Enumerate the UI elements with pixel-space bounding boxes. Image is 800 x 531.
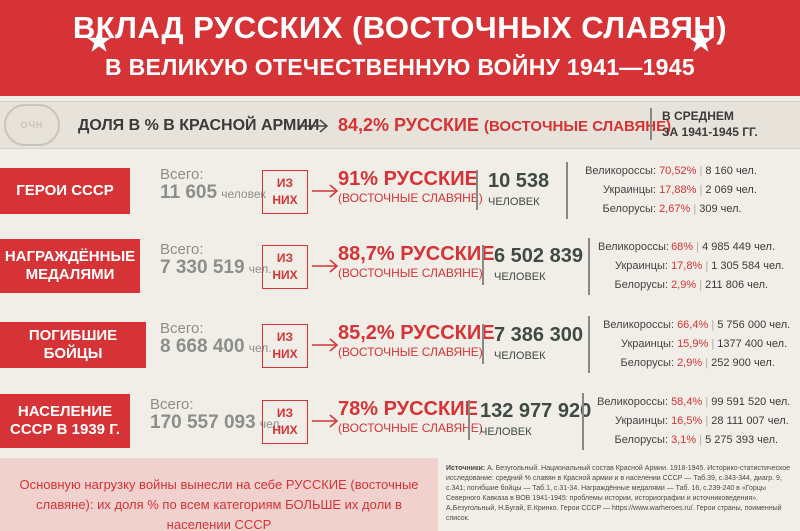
result-block: 88,7% РУССКИЕ (ВОСТОЧНЫЕ СЛАВЯНЕ)	[338, 243, 495, 280]
total-block: Всего: 7 330 519 чел.	[160, 241, 272, 278]
ethnic-line: Украинцы: 17,88% | 2 069 чел.	[602, 184, 757, 196]
red-army-share-label: ДОЛЯ В % В КРАСНОЙ АРМИИ	[78, 117, 320, 134]
ethnic-line: Белорусы: 3,1% | 5 275 393 чел.	[614, 434, 779, 446]
arrow-right-icon	[312, 184, 339, 198]
ethnic-line: Украинцы: 17,8% | 1 305 584 чел.	[614, 260, 785, 272]
ethnic-line: Белорусы: 2,9% | 252 900 чел.	[620, 357, 775, 369]
red-army-share-value: 84,2% РУССКИЕ (ВОСТОЧНЫЕ СЛАВЯНЕ)	[338, 115, 672, 135]
arrow-right-icon	[298, 119, 329, 133]
result-block: 85,2% РУССКИЕ (ВОСТОЧНЫЕ СЛАВЯНЕ)	[338, 322, 495, 359]
ethnic-breakdown: Великороссы: 58,4% | 99 591 520 чел. Укр…	[582, 393, 790, 450]
category-label: НАСЕЛЕНИЕ СССР В 1939 Г.	[0, 394, 130, 448]
conclusion-text: Основную нагрузку войны вынесли на себе …	[19, 477, 419, 531]
ethnic-line: Великороссы: 70,52% | 8 160 чел.	[585, 165, 757, 177]
total-block: Всего: 170 557 093 чел.	[150, 396, 283, 433]
ethnic-line: Великороссы: 58,4% | 99 591 520 чел.	[597, 396, 791, 408]
sources-note: Источники: А. Безугольный. Национальный …	[446, 465, 791, 522]
arrow-right-icon	[312, 414, 339, 428]
count-block: 10 538 ЧЕЛОВЕК	[476, 170, 549, 210]
ethnic-line: Украинцы: 16,5% | 28 111 007 чел.	[614, 415, 789, 427]
result-block: 78% РУССКИЕ (ВОСТОЧНЫЕ СЛАВЯНЕ)	[338, 398, 483, 435]
row-killed: ПОГИБШИЕ БОЙЦЫ Всего: 8 668 400 чел. ИЗ Н…	[0, 316, 800, 374]
average-period-note: В СРЕДНЕМ ЗА 1941-1945 ГГ.	[650, 108, 758, 140]
star-icon	[87, 29, 111, 52]
star-icon	[689, 29, 713, 52]
footer: Основную нагрузку войны вынесли на себе …	[0, 458, 800, 531]
row-heroes: ГЕРОИ СССР Всего: 11 605 человек ИЗ НИХ 9…	[0, 162, 800, 219]
row-population: НАСЕЛЕНИЕ СССР В 1939 Г. Всего: 170 557 …	[0, 390, 800, 452]
arrow-right-icon	[312, 259, 339, 273]
ethnic-breakdown: Великороссы: 66,4% | 5 756 000 чел. Укра…	[588, 316, 790, 373]
count-block: 6 502 839 ЧЕЛОВЕК	[482, 245, 583, 285]
ethnic-line: Белорусы: 2,67% | 309 чел.	[602, 203, 742, 215]
total-block: Всего: 8 668 400 чел.	[160, 320, 272, 357]
total-block: Всего: 11 605 человек	[160, 166, 266, 203]
ethnic-breakdown: Великороссы: 68% | 4 985 449 чел. Украин…	[588, 238, 784, 295]
ethnic-line: Великороссы: 66,4% | 5 756 000 чел.	[603, 319, 791, 331]
of-them-box: ИЗ НИХ	[262, 245, 308, 289]
category-label: ГЕРОИ СССР	[0, 168, 130, 214]
title-line-1: ВКЛАД РУССКИХ (ВОСТОЧНЫХ СЛАВЯН)	[72, 10, 728, 45]
title-line-2: В ВЕЛИКУЮ ОТЕЧЕСТВЕННУЮ ВОЙНУ 1941—1945	[105, 54, 695, 80]
ethnic-breakdown: Великороссы: 70,52% | 8 160 чел. Украинц…	[566, 162, 757, 219]
of-them-box: ИЗ НИХ	[262, 170, 308, 214]
header-banner: ВКЛАД РУССКИХ (ВОСТОЧНЫХ СЛАВЯН) В ВЕЛИК…	[0, 0, 800, 96]
of-them-box: ИЗ НИХ	[262, 400, 308, 444]
category-label: НАГРАЖДЁННЫЕ МЕДАЛЯМИ	[0, 239, 140, 293]
result-block: 91% РУССКИЕ (ВОСТОЧНЫЕ СЛАВЯНЕ)	[338, 168, 483, 205]
ethnic-line: Великороссы: 68% | 4 985 449 чел.	[598, 241, 776, 253]
count-block: 132 977 920 ЧЕЛОВЕК	[468, 400, 591, 440]
count-block: 7 386 300 ЧЕЛОВЕК	[482, 324, 583, 364]
ethnic-line: Белорусы: 2,9% | 211 806 чел.	[614, 279, 769, 291]
of-them-box: ИЗ НИХ	[262, 324, 308, 368]
red-army-share-band: ОЧН ДОЛЯ В % В КРАСНОЙ АРМИИ 84,2% РУССК…	[0, 101, 800, 149]
ochn-logo: ОЧН	[4, 104, 60, 146]
row-medals: НАГРАЖДЁННЫЕ МЕДАЛЯМИ Всего: 7 330 519 ч…	[0, 235, 800, 297]
ethnic-line: Украинцы: 15,9% | 1377 400 чел.	[620, 338, 788, 350]
conclusion-box: Основную нагрузку войны вынесли на себе …	[0, 458, 438, 531]
arrow-right-icon	[312, 338, 339, 352]
category-label: ПОГИБШИЕ БОЙЦЫ	[0, 322, 146, 368]
